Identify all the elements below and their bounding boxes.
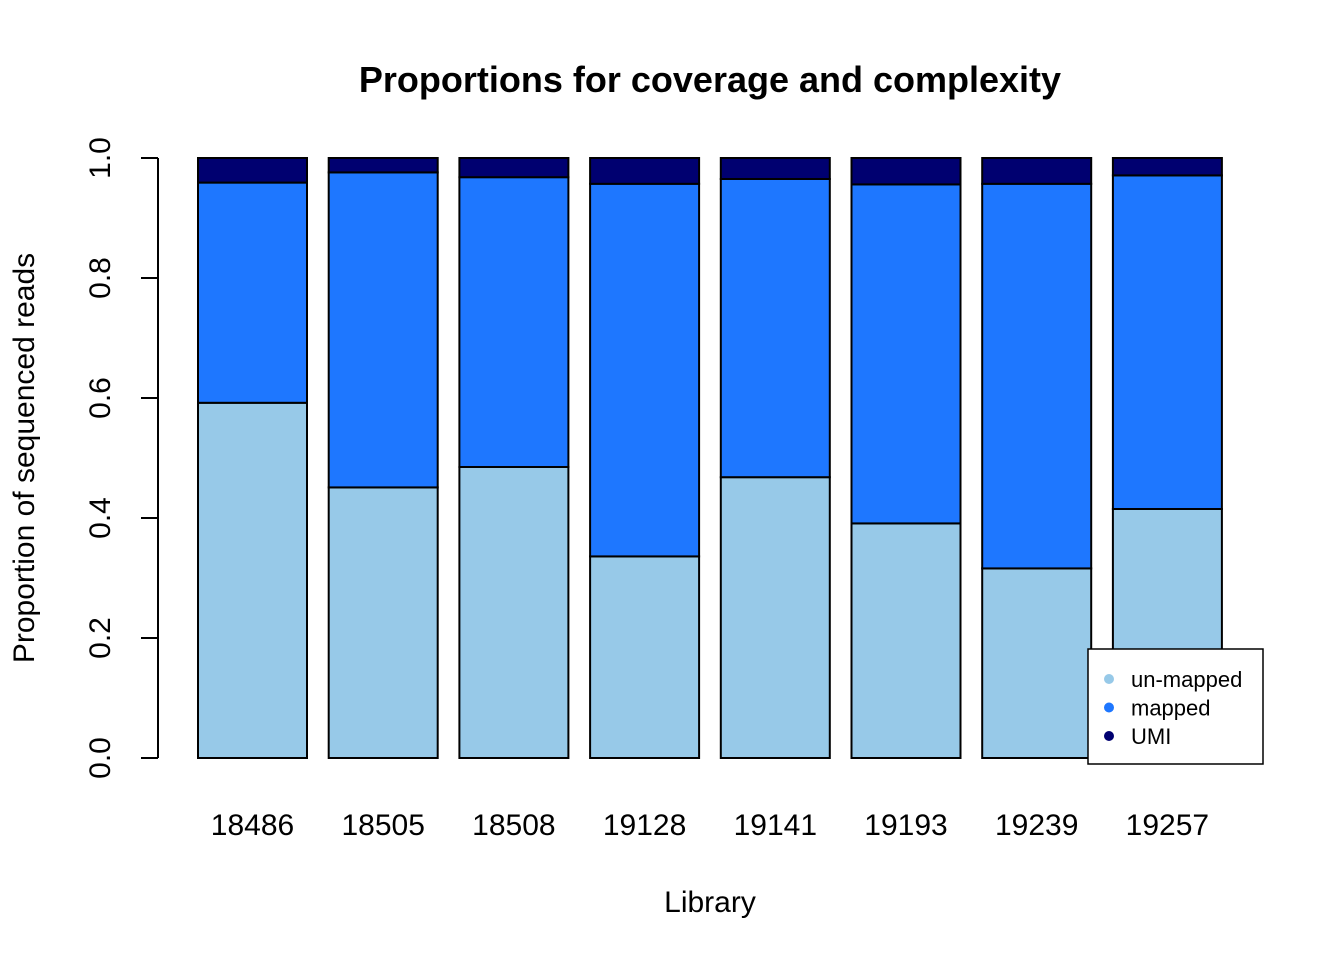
x-tick-labels: 18486 18505 18508 19128 19141 19193 19239 19257 (211, 809, 1209, 842)
bar-segment-umi (719, 157, 831, 180)
y-tick-label: 0.4 (84, 497, 117, 539)
bar-segment-mapped (327, 171, 439, 489)
legend-swatch (1104, 702, 1114, 713)
bar-segment-un-mapped (719, 476, 831, 759)
x-tick-label: 19257 (1126, 809, 1209, 842)
bar-segment-mapped (1111, 174, 1223, 510)
bar-segment-umi (458, 157, 570, 179)
x-tick-label: 18505 (341, 809, 424, 842)
bar-segment-un-mapped (589, 555, 701, 760)
legend-swatch (1104, 674, 1114, 684)
bar-segment-umi (981, 157, 1093, 185)
bar-segment-un-mapped (850, 522, 962, 760)
bar-segment-mapped (850, 183, 962, 525)
legend: un-mapped mapped UMI (1087, 648, 1264, 765)
bar-stack-19141 (719, 157, 831, 759)
bar-stack-19128 (589, 157, 701, 760)
x-tick-label: 18508 (472, 809, 555, 842)
legend-label: un-mapped (1131, 667, 1242, 692)
bar-stack-19239 (981, 157, 1093, 760)
y-tick-label: 0.6 (84, 377, 117, 419)
x-tick-label: 19128 (603, 809, 686, 842)
y-tick-label: 0.2 (84, 617, 117, 659)
bar-segment-mapped (981, 182, 1093, 570)
y-axis: 0.0 0.2 0.4 0.6 0.8 1.0 (84, 137, 159, 779)
bar-segment-mapped (458, 176, 570, 468)
bar-segment-un-mapped (458, 466, 570, 759)
bar-segment-mapped (589, 182, 701, 558)
legend-label: mapped (1131, 696, 1211, 721)
y-tick-label: 0.0 (84, 737, 117, 779)
bar-segment-umi (850, 157, 962, 186)
x-tick-label: 19193 (864, 809, 947, 842)
bar-segment-umi (197, 157, 308, 184)
bar-segment-umi (327, 157, 439, 174)
bars-group (197, 157, 1223, 760)
x-tick-label: 19239 (995, 809, 1078, 842)
bar-segment-un-mapped (981, 567, 1093, 760)
bar-stack-19193 (850, 157, 962, 760)
x-axis-label: Library (664, 886, 756, 919)
y-tick-label: 0.8 (84, 257, 117, 299)
chart-title: Proportions for coverage and complexity (359, 59, 1061, 100)
legend-box (1087, 648, 1264, 765)
bar-segment-un-mapped (197, 401, 308, 759)
bar-stack-18505 (327, 157, 439, 759)
legend-swatch (1104, 731, 1114, 741)
bar-segment-umi (589, 157, 701, 185)
x-tick-label: 18486 (211, 809, 294, 842)
bar-segment-mapped (719, 178, 831, 479)
y-tick-label: 1.0 (84, 137, 117, 179)
legend-label: UMI (1131, 724, 1171, 749)
bar-stack-18508 (458, 157, 570, 759)
bar-segment-mapped (197, 181, 308, 404)
x-tick-label: 19141 (734, 809, 817, 842)
y-axis-label: Proportion of sequenced reads (8, 253, 41, 663)
bar-segment-un-mapped (327, 486, 439, 759)
bar-stack-18486 (197, 157, 308, 759)
bar-segment-umi (1111, 157, 1223, 177)
